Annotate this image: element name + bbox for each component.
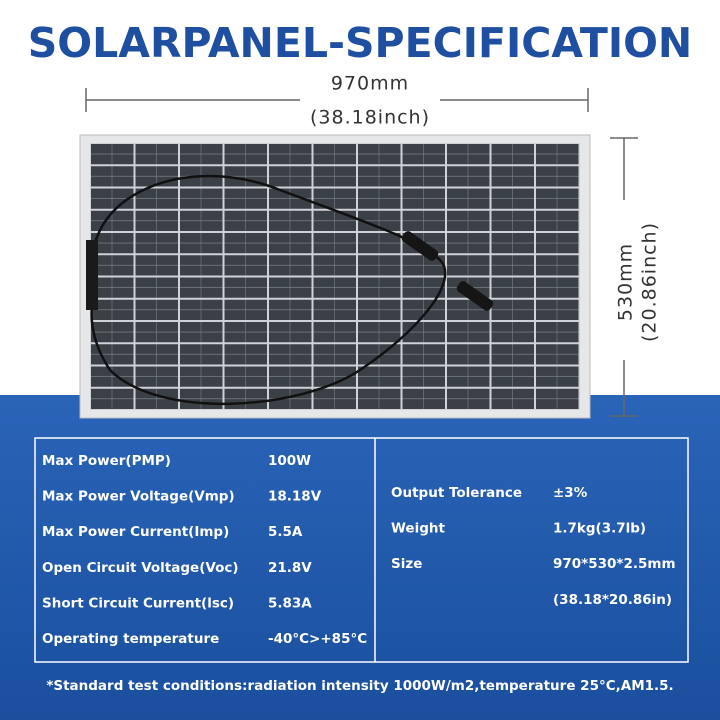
spec-value: 1.7kg(3.7lb): [553, 521, 646, 537]
spec-label: Size: [391, 556, 422, 572]
spec-value: 5.83A: [268, 595, 312, 611]
footnote: *Standard test conditions:radiation inte…: [46, 678, 673, 694]
height-mm: 530mm: [615, 243, 637, 321]
spec-value: ±3%: [553, 485, 588, 501]
spec-label: Operating temperature: [42, 631, 219, 647]
spec-value: -40°C>+85°C: [268, 631, 367, 647]
junction-box: [86, 240, 98, 310]
spec-value: 100W: [268, 453, 311, 469]
spec-table: [34, 437, 689, 663]
blue-band: [0, 395, 720, 720]
spec-value: (38.18*20.86in): [553, 592, 672, 608]
cable: [90, 174, 447, 406]
solar-panel: [79, 134, 591, 419]
height-in: (20.86inch): [639, 222, 661, 342]
panel-cells: [90, 143, 580, 410]
spec-rows: Max Power(PMP) 100W Max Power Voltage(Vmp)…: [42, 453, 676, 647]
width-in: (38.18inch): [310, 107, 430, 129]
spec-label: Weight: [391, 521, 445, 537]
spec-value: 970*530*2.5mm: [553, 556, 676, 572]
connector: [401, 231, 439, 261]
spec-label: Max Power Voltage(Vmp): [42, 489, 235, 505]
label-bg: [612, 200, 662, 360]
width-mm: 970mm: [331, 73, 409, 95]
spec-label: Max Power Current(Imp): [42, 524, 229, 540]
spec-value: 18.18V: [268, 489, 322, 505]
spec-label: Max Power(PMP): [42, 453, 171, 469]
spec-value: 21.8V: [268, 560, 312, 576]
spec-label: Output Tolerance: [391, 485, 522, 501]
connector: [456, 281, 494, 311]
spec-value: 5.5A: [268, 524, 303, 540]
label-bg: [300, 70, 440, 130]
spec-label: Short Circuit Current(lsc): [42, 595, 234, 611]
title: SOLARPANEL-SPECIFICATION: [28, 19, 693, 67]
spec-label: Open Circuit Voltage(Voc): [42, 560, 239, 576]
